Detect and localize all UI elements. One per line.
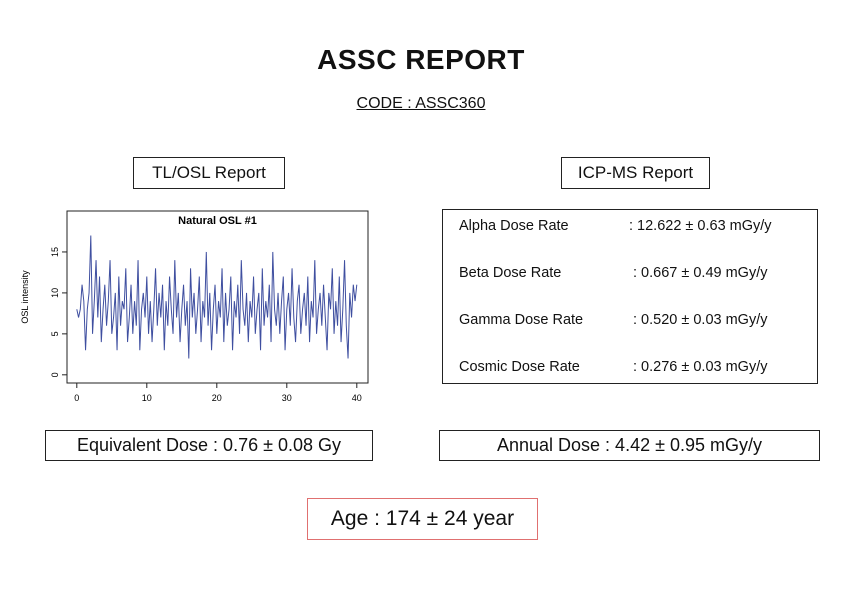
- x-tick-label: 20: [212, 393, 222, 403]
- row-value: : 12.622 ± 0.63 mGy/y: [629, 218, 772, 234]
- x-tick-label: 10: [142, 393, 152, 403]
- chart-title: Natural OSL #1: [178, 215, 257, 227]
- row-value: : 0.276 ± 0.03 mGy/y: [633, 359, 768, 375]
- report-title: ASSC REPORT: [317, 44, 525, 75]
- osl-chart: Natural OSL #1 OSL intensity 0 10 20 30 40 0 5 10…: [20, 210, 369, 403]
- osl-line: [76, 235, 358, 359]
- row-label: Beta Dose Rate: [459, 265, 562, 281]
- x-tick-label: 30: [282, 393, 292, 403]
- x-tick-label: 0: [74, 393, 79, 403]
- y-tick-label: 10: [50, 288, 60, 298]
- row-value: : 0.520 ± 0.03 mGy/y: [633, 312, 768, 328]
- row-label: Alpha Dose Rate: [459, 218, 569, 234]
- age-result: Age : 174 ± 24 year: [307, 498, 538, 540]
- x-tick-label: 40: [352, 393, 362, 403]
- table-row: Cosmic Dose Rate : 0.276 ± 0.03 mGy/y: [459, 359, 768, 375]
- row-value: : 0.667 ± 0.49 mGy/y: [633, 265, 768, 281]
- annual-dose: Annual Dose : 4.42 ± 0.95 mGy/y: [439, 430, 820, 461]
- table-row: Alpha Dose Rate : 12.622 ± 0.63 mGy/y: [459, 218, 772, 234]
- dose-rate-table: Alpha Dose Rate : 12.622 ± 0.63 mGy/y Bet…: [442, 209, 818, 384]
- report-code: CODE : ASSC360: [356, 95, 486, 112]
- row-label: Gamma Dose Rate: [459, 312, 584, 328]
- left-heading: TL/OSL Report: [133, 157, 285, 189]
- equivalent-dose: Equivalent Dose : 0.76 ± 0.08 Gy: [45, 430, 373, 461]
- y-axis-label: OSL intensity: [20, 270, 30, 324]
- y-tick-label: 0: [50, 372, 60, 377]
- y-tick-label: 5: [50, 331, 60, 336]
- table-row: Gamma Dose Rate : 0.520 ± 0.03 mGy/y: [459, 312, 768, 328]
- right-heading: ICP-MS Report: [561, 157, 710, 189]
- y-tick-label: 15: [50, 247, 60, 257]
- row-label: Cosmic Dose Rate: [459, 359, 580, 375]
- table-row: Beta Dose Rate : 0.667 ± 0.49 mGy/y: [459, 265, 768, 281]
